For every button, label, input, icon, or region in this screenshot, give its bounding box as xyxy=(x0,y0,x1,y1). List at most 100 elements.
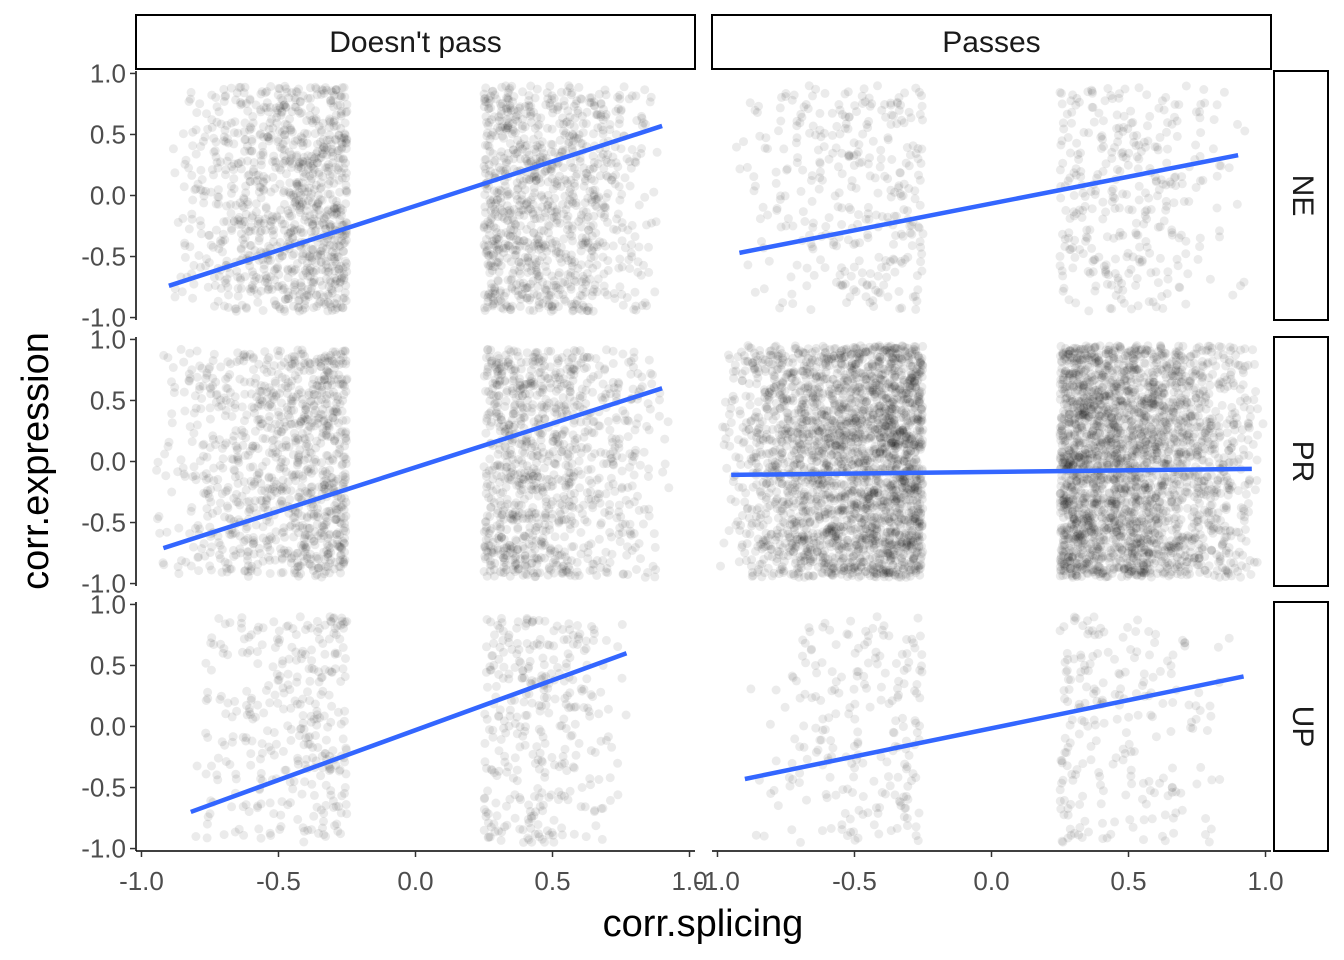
data-point xyxy=(644,355,654,365)
data-point xyxy=(913,285,923,295)
data-point xyxy=(568,236,577,246)
data-point xyxy=(293,453,303,463)
data-point xyxy=(532,559,542,569)
data-point xyxy=(267,473,277,483)
data-point xyxy=(294,162,304,171)
data-point xyxy=(205,443,215,452)
data-point xyxy=(532,84,542,94)
data-point xyxy=(543,123,552,133)
data-point xyxy=(340,475,350,485)
data-point xyxy=(556,401,566,411)
data-point xyxy=(227,226,237,235)
data-point xyxy=(605,528,615,537)
data-point xyxy=(309,277,319,287)
data-point xyxy=(188,195,198,205)
data-point xyxy=(325,122,334,132)
data-point xyxy=(333,100,343,110)
data-point xyxy=(506,305,516,315)
data-point xyxy=(236,245,246,254)
data-point xyxy=(809,270,819,280)
data-point xyxy=(873,188,883,198)
data-point xyxy=(342,100,352,110)
data-point xyxy=(1058,271,1068,281)
data-point xyxy=(857,157,867,167)
data-point xyxy=(565,195,575,205)
data-point xyxy=(206,187,216,197)
data-point xyxy=(1232,199,1242,209)
data-point xyxy=(590,495,600,505)
data-point xyxy=(257,87,267,97)
data-point xyxy=(550,547,560,557)
data-point xyxy=(545,362,555,372)
data-point xyxy=(849,138,859,148)
data-point xyxy=(597,122,606,132)
data-point xyxy=(589,252,599,261)
data-point xyxy=(600,449,610,459)
data-point xyxy=(289,532,298,542)
data-point xyxy=(735,164,745,174)
data-point xyxy=(199,198,209,208)
data-point xyxy=(303,290,313,300)
data-point xyxy=(1181,81,1191,91)
data-point xyxy=(283,287,293,297)
data-point xyxy=(634,242,644,252)
data-point xyxy=(1070,235,1080,245)
data-point xyxy=(536,113,546,123)
data-point xyxy=(511,235,521,245)
data-point xyxy=(275,464,285,474)
data-point xyxy=(775,303,785,313)
data-point xyxy=(808,91,817,101)
data-point xyxy=(905,228,915,238)
data-point xyxy=(226,208,236,218)
data-point xyxy=(276,205,286,215)
data-point xyxy=(246,389,256,399)
data-point xyxy=(845,151,855,161)
data-point xyxy=(500,376,510,385)
data-point xyxy=(639,504,649,514)
facet-panel xyxy=(168,81,663,316)
data-point xyxy=(226,83,236,93)
data-point xyxy=(203,124,213,134)
data-point xyxy=(322,375,332,385)
data-point xyxy=(167,409,177,419)
data-point xyxy=(273,135,283,144)
data-point xyxy=(207,165,217,175)
data-point xyxy=(636,554,645,564)
data-point xyxy=(303,160,313,170)
data-point xyxy=(831,143,841,153)
data-point xyxy=(637,144,646,153)
data-point xyxy=(256,160,266,170)
data-point xyxy=(802,281,812,291)
data-point xyxy=(1068,263,1078,273)
data-point xyxy=(866,269,875,279)
data-point xyxy=(651,217,661,227)
data-point xyxy=(198,136,208,146)
data-point xyxy=(854,210,863,220)
data-point xyxy=(512,194,522,204)
data-point xyxy=(239,428,249,437)
data-point xyxy=(318,118,328,128)
data-point xyxy=(915,175,925,185)
data-point xyxy=(270,183,280,193)
data-point xyxy=(488,486,498,496)
data-point xyxy=(801,100,811,109)
data-point xyxy=(267,226,277,236)
data-point xyxy=(544,562,554,572)
data-point xyxy=(323,451,333,461)
data-point xyxy=(203,489,213,499)
data-point xyxy=(802,263,812,273)
data-point xyxy=(580,515,590,525)
data-point xyxy=(209,476,219,486)
data-point xyxy=(650,542,660,552)
data-point xyxy=(529,289,539,299)
data-point xyxy=(329,102,339,112)
data-point xyxy=(776,116,786,126)
data-point xyxy=(294,84,304,94)
data-point xyxy=(1132,274,1142,283)
data-point xyxy=(231,306,241,316)
data-point xyxy=(251,272,261,282)
data-point xyxy=(308,221,318,231)
data-point xyxy=(335,444,345,454)
data-point xyxy=(281,457,291,467)
data-point xyxy=(1094,108,1104,118)
